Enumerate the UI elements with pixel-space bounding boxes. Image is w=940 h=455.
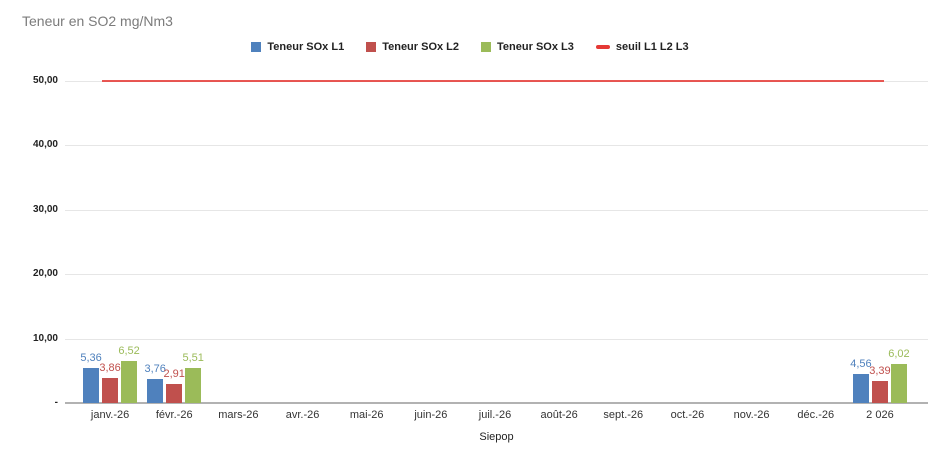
y-axis-tick-label: 20,00 <box>32 268 58 280</box>
legend-label: Teneur SOx L2 <box>382 41 460 53</box>
bar-value-label: 3,86 <box>99 362 121 375</box>
bar-value-label: 6,02 <box>888 348 910 361</box>
gridline-10 <box>65 338 928 340</box>
gridline-30 <box>65 209 928 211</box>
legend-item-series-1[interactable]: Teneur SOx L1 <box>251 41 344 53</box>
bar-teneur-sox-l3[interactable] <box>121 361 138 403</box>
x-axis-tick-label: févr.-26 <box>155 409 193 421</box>
legend-label: seuil L1 L2 L3 <box>615 41 689 53</box>
bar-teneur-sox-l3[interactable] <box>890 364 907 403</box>
bar-teneur-sox-l2[interactable] <box>871 381 888 403</box>
bar-value-label: 5,51 <box>182 351 204 364</box>
bar-teneur-sox-l2[interactable] <box>166 384 183 403</box>
y-axis-tick-label: 50,00 <box>32 75 58 86</box>
bar-value-label: 2,91 <box>163 368 185 381</box>
legend-item-series-2[interactable]: Teneur SOx L2 <box>366 41 459 53</box>
legend-swatch-icon <box>366 42 377 52</box>
bar-value-label: 5,36 <box>80 352 102 365</box>
gridline-20 <box>65 274 928 276</box>
bar-value-label: 4,56 <box>850 357 872 370</box>
legend-label: Teneur SOx L3 <box>497 41 574 53</box>
bar-teneur-sox-l2[interactable] <box>102 378 119 403</box>
legend-swatch-icon <box>481 42 492 52</box>
x-axis-tick-label: déc.-26 <box>797 409 835 421</box>
y-axis-tick-label: - <box>54 397 58 408</box>
legend-dash-icon <box>595 45 610 49</box>
bar-value-label: 3,76 <box>144 362 166 375</box>
y-axis-tick-label: 10,00 <box>32 332 58 344</box>
bar-teneur-sox-l3[interactable] <box>185 367 202 403</box>
chart-title: Teneur en SO2 mg/Nm3 <box>22 13 173 29</box>
x-axis-tick-label: avr.-26 <box>285 409 320 421</box>
legend-label: Teneur SOx L1 <box>267 41 345 53</box>
x-axis-title: Siepop <box>479 431 514 443</box>
threshold-line <box>102 80 884 82</box>
y-axis-tick-label: 30,00 <box>32 203 58 215</box>
legend-item-threshold[interactable]: seuil L1 L2 L3 <box>595 41 689 53</box>
legend-item-series-3[interactable]: Teneur SOx L3 <box>481 41 574 53</box>
x-axis-tick-label: août-26 <box>540 409 578 421</box>
x-axis-tick-label: janv.-26 <box>90 409 130 421</box>
x-axis-tick-label: oct.-26 <box>670 409 705 421</box>
y-axis-tick-label: 40,00 <box>32 139 58 151</box>
legend: Teneur SOx L1 Teneur SOx L2 Teneur SOx L3 s… <box>0 39 940 55</box>
gridline-40 <box>65 145 928 147</box>
x-axis-tick-label: mars-26 <box>218 409 259 421</box>
x-axis-baseline <box>65 402 928 404</box>
x-axis-tick-label: 2 026 <box>866 409 894 421</box>
x-axis-tick-label: mai-26 <box>349 409 384 421</box>
x-axis-tick-label: juin-26 <box>414 409 448 421</box>
bar-value-label: 6,52 <box>118 345 140 357</box>
bar-value-label: 3,39 <box>869 365 891 378</box>
x-axis-tick-label: nov.-26 <box>733 409 770 421</box>
bar-teneur-sox-l1[interactable] <box>147 378 164 403</box>
x-axis-tick-label: juil.-26 <box>478 409 512 421</box>
x-axis-tick-label: sept.-26 <box>603 409 644 421</box>
bar-teneur-sox-l1[interactable] <box>83 368 100 403</box>
bar-teneur-sox-l1[interactable] <box>852 373 869 403</box>
legend-swatch-icon <box>251 42 262 52</box>
